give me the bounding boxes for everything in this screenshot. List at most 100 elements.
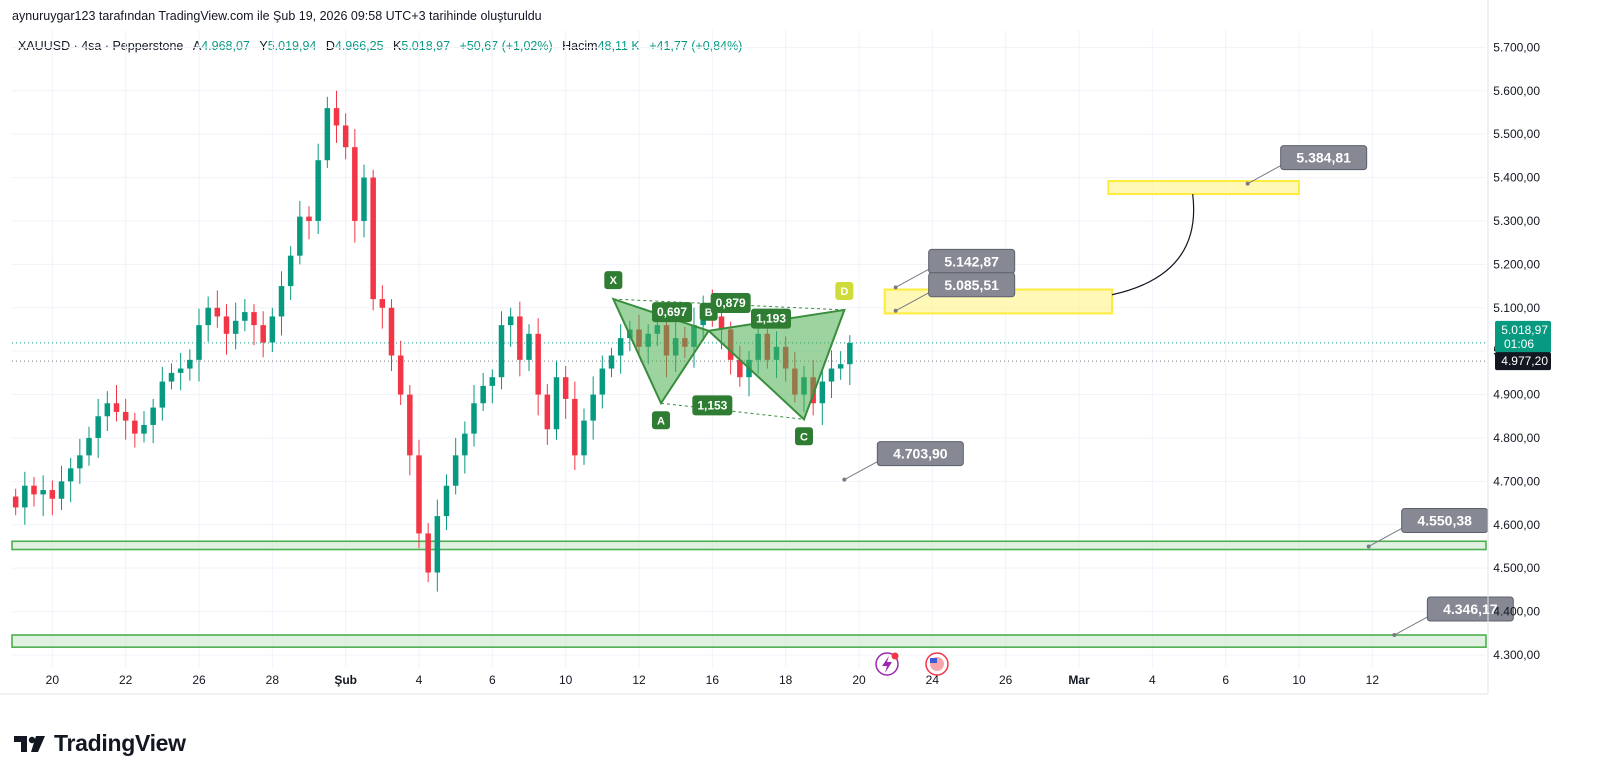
candle[interactable] (223, 304, 230, 355)
harmonic-pattern[interactable]: X A B C D 0,697 0,879 1,193 1,153 (604, 271, 854, 446)
candle[interactable] (113, 385, 120, 422)
candle[interactable] (150, 398, 156, 444)
candle[interactable] (77, 438, 83, 484)
candle[interactable] (22, 471, 28, 525)
candle[interactable] (407, 385, 413, 476)
candle[interactable] (122, 398, 129, 440)
candle[interactable] (535, 318, 541, 416)
candle[interactable] (269, 307, 276, 353)
candle[interactable] (352, 128, 358, 243)
candle[interactable] (86, 426, 92, 466)
pattern-point-d[interactable] (835, 281, 854, 300)
candle[interactable] (132, 412, 138, 448)
candle[interactable] (416, 439, 422, 549)
price-callout[interactable]: 5.142,87 (893, 248, 1016, 290)
callout-box[interactable] (928, 272, 1016, 298)
callout-box[interactable] (876, 441, 964, 467)
support-band[interactable] (11, 540, 1487, 551)
pattern-ratio-box[interactable] (751, 308, 791, 329)
candle[interactable] (498, 311, 505, 390)
price-callout[interactable]: 5.085,51 (893, 272, 1016, 313)
candle[interactable] (379, 285, 386, 329)
candle[interactable] (507, 307, 514, 347)
candle[interactable] (306, 206, 312, 240)
candle[interactable] (599, 355, 606, 409)
candle[interactable] (177, 352, 184, 391)
candle[interactable] (837, 351, 844, 380)
candle[interactable] (452, 437, 459, 495)
callout-box[interactable] (1426, 596, 1514, 622)
candle[interactable] (443, 474, 450, 530)
candle[interactable] (214, 290, 221, 328)
pattern-ratio-box[interactable] (652, 302, 692, 323)
candle[interactable] (95, 398, 101, 458)
price-callout[interactable]: 4.703,90 (842, 441, 964, 482)
tradingview-logo[interactable]: TradingView (12, 730, 186, 757)
candle[interactable] (287, 246, 294, 300)
support-lines[interactable] (11, 540, 1487, 648)
candle[interactable] (590, 376, 596, 440)
candle[interactable] (553, 360, 560, 440)
zone-yellow-target[interactable] (1107, 180, 1301, 196)
pattern-point-x[interactable] (604, 271, 623, 290)
candle[interactable] (315, 143, 321, 234)
candle[interactable] (397, 340, 404, 405)
pattern-point-a[interactable] (652, 411, 670, 430)
candle[interactable] (242, 299, 248, 332)
event-icons[interactable] (875, 652, 949, 676)
candle[interactable] (333, 90, 340, 143)
candle[interactable] (544, 384, 551, 445)
support-band[interactable] (11, 634, 1487, 648)
candle[interactable] (434, 499, 441, 592)
candle[interactable] (361, 164, 367, 238)
candle[interactable] (425, 523, 431, 583)
candle[interactable] (168, 363, 175, 390)
candle[interactable] (819, 369, 826, 425)
candle[interactable] (251, 304, 257, 346)
candle[interactable] (388, 299, 395, 372)
price-callout[interactable]: 5.384,81 (1245, 145, 1368, 186)
candle[interactable] (297, 201, 303, 265)
symbol-legend[interactable]: XAUUSD · 4sa · Pepperstone A4.968,07 Y5.… (18, 39, 742, 53)
candle[interactable] (260, 311, 266, 358)
candle[interactable] (104, 391, 111, 432)
candle[interactable] (847, 335, 853, 386)
candle[interactable] (31, 477, 37, 507)
candle[interactable] (828, 350, 835, 399)
price-tag[interactable] (1495, 352, 1551, 371)
candle[interactable] (196, 308, 202, 382)
symbol-name[interactable]: XAUUSD · 4sa · Pepperstone (18, 39, 184, 53)
candle[interactable] (67, 457, 74, 503)
callout-box[interactable] (1280, 145, 1368, 171)
price-axis[interactable]: 4.300,00 4.400,00 4.500,00 4.600,00 4.700,00… (1487, 0, 1551, 694)
candle[interactable] (278, 271, 285, 336)
candle[interactable] (187, 349, 193, 381)
candle[interactable] (572, 381, 578, 471)
projection-arc[interactable] (1111, 193, 1195, 296)
candle[interactable] (232, 302, 239, 350)
candle[interactable] (462, 421, 468, 474)
price-callout[interactable]: 4.550,38 (1366, 507, 1489, 549)
candle[interactable] (562, 365, 569, 419)
candle[interactable] (159, 366, 166, 421)
candle[interactable] (526, 324, 532, 372)
candle[interactable] (12, 488, 19, 516)
candle[interactable] (517, 301, 523, 377)
candle[interactable] (581, 408, 587, 465)
pattern-point-c[interactable] (795, 427, 813, 446)
candle[interactable] (49, 480, 56, 516)
price-callouts[interactable]: 5.384,81 5.142,87 5.085,51 4.703,90 4.550,38… (842, 145, 1514, 638)
candle[interactable] (324, 96, 331, 169)
price-tag[interactable] (1495, 320, 1551, 353)
pattern-ratio-box[interactable] (692, 395, 733, 416)
candle[interactable] (489, 369, 496, 404)
candle[interactable] (205, 296, 211, 342)
candle[interactable] (471, 385, 477, 447)
price-callout[interactable]: 4.346,17 (1392, 596, 1514, 638)
candle[interactable] (58, 465, 65, 511)
candle[interactable] (480, 372, 486, 412)
candle[interactable] (141, 411, 147, 443)
candle[interactable] (617, 324, 624, 374)
candle[interactable] (608, 347, 615, 378)
